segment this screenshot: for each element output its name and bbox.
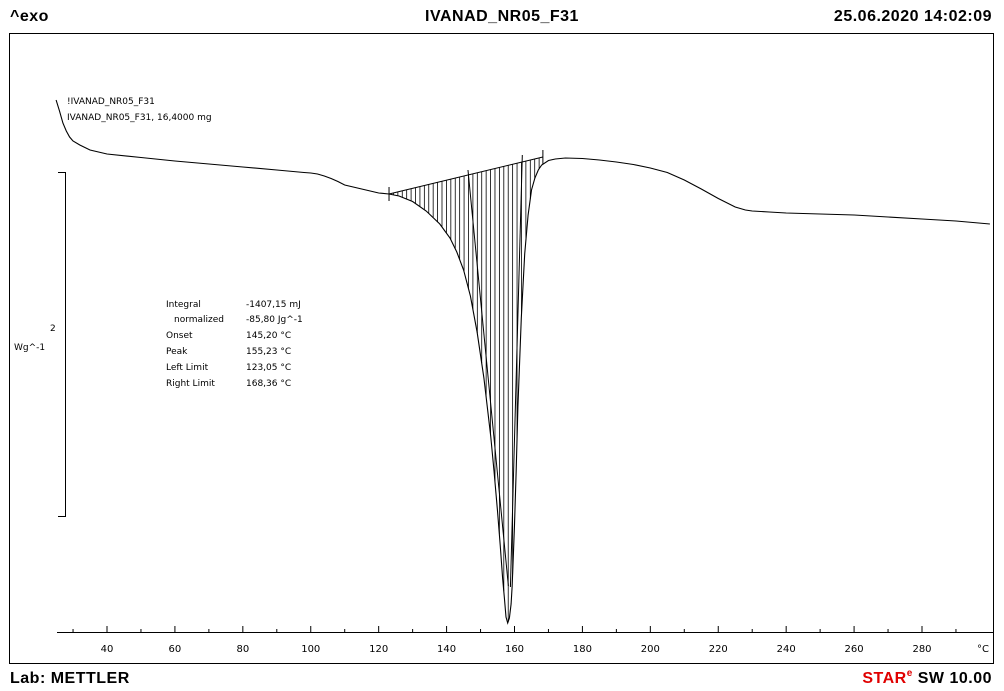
dsc-curve	[55, 99, 990, 625]
sample-label-1: !IVANAD_NR05_F31	[67, 97, 155, 107]
result-label-integral: Integral	[166, 300, 201, 310]
scale-bar-value: 2	[50, 324, 56, 334]
plot-border	[9, 33, 994, 664]
x-tick-label: 240	[777, 644, 796, 655]
result-value-peak: 155,23 °C	[246, 347, 291, 357]
result-value-integral: -1407,15 mJ	[246, 300, 301, 310]
x-tick-label: 60	[169, 644, 182, 655]
y-scale-bar	[58, 172, 66, 517]
x-tick-label: 140	[437, 644, 456, 655]
x-tick-label: 100	[301, 644, 320, 655]
results-table: Integral -1407,15 mJ normalized -85,80 J…	[166, 300, 303, 389]
exo-direction-label: ^exo	[10, 8, 49, 25]
result-value-right-limit: 168,36 °C	[246, 379, 291, 389]
x-tick-label: 280	[912, 644, 931, 655]
chart-title: IVANAD_NR05_F31	[425, 8, 579, 25]
lab-label: Lab: METTLER	[10, 670, 130, 687]
recovery-tangent	[509, 154, 523, 588]
x-tick-label: 200	[641, 644, 660, 655]
x-axis-unit: °C	[977, 644, 989, 655]
software-superscript: e	[906, 668, 913, 679]
result-label-right-limit: Right Limit	[166, 379, 215, 389]
x-axis-ticks	[72, 626, 957, 632]
x-tick-label: 160	[505, 644, 524, 655]
timestamp: 25.06.2020 14:02:09	[833, 8, 992, 25]
x-tick-label: 220	[709, 644, 728, 655]
software-star: STAR	[862, 670, 907, 687]
x-tick-label: 40	[101, 644, 114, 655]
software-version-text: SW 10.00	[912, 670, 992, 687]
integration-baseline	[388, 156, 544, 195]
sample-label-2: IVANAD_NR05_F31, 16,4000 mg	[67, 113, 212, 123]
x-tick-label: 80	[236, 644, 249, 655]
result-label-left-limit: Left Limit	[166, 363, 209, 373]
result-value-normalized: -85,80 Jg^-1	[246, 315, 303, 325]
result-value-left-limit: 123,05 °C	[246, 363, 291, 373]
limit-markers	[388, 150, 544, 201]
software-version: STARe SW 10.00	[862, 668, 992, 688]
x-axis-tick-labels: 40 60 80 100 120 140 160 180 200 220 240 260 280	[101, 644, 932, 655]
result-label-peak: Peak	[166, 347, 188, 357]
scale-bar-unit: Wg^-1	[14, 343, 45, 353]
result-label-normalized: normalized	[174, 315, 224, 325]
onset-tangent	[467, 169, 509, 587]
x-tick-label: 120	[369, 644, 388, 655]
x-tick-label: 180	[573, 644, 592, 655]
result-label-onset: Onset	[166, 331, 193, 341]
x-tick-label: 260	[845, 644, 864, 655]
integration-hatch	[393, 157, 540, 622]
result-value-onset: 145,20 °C	[246, 331, 291, 341]
